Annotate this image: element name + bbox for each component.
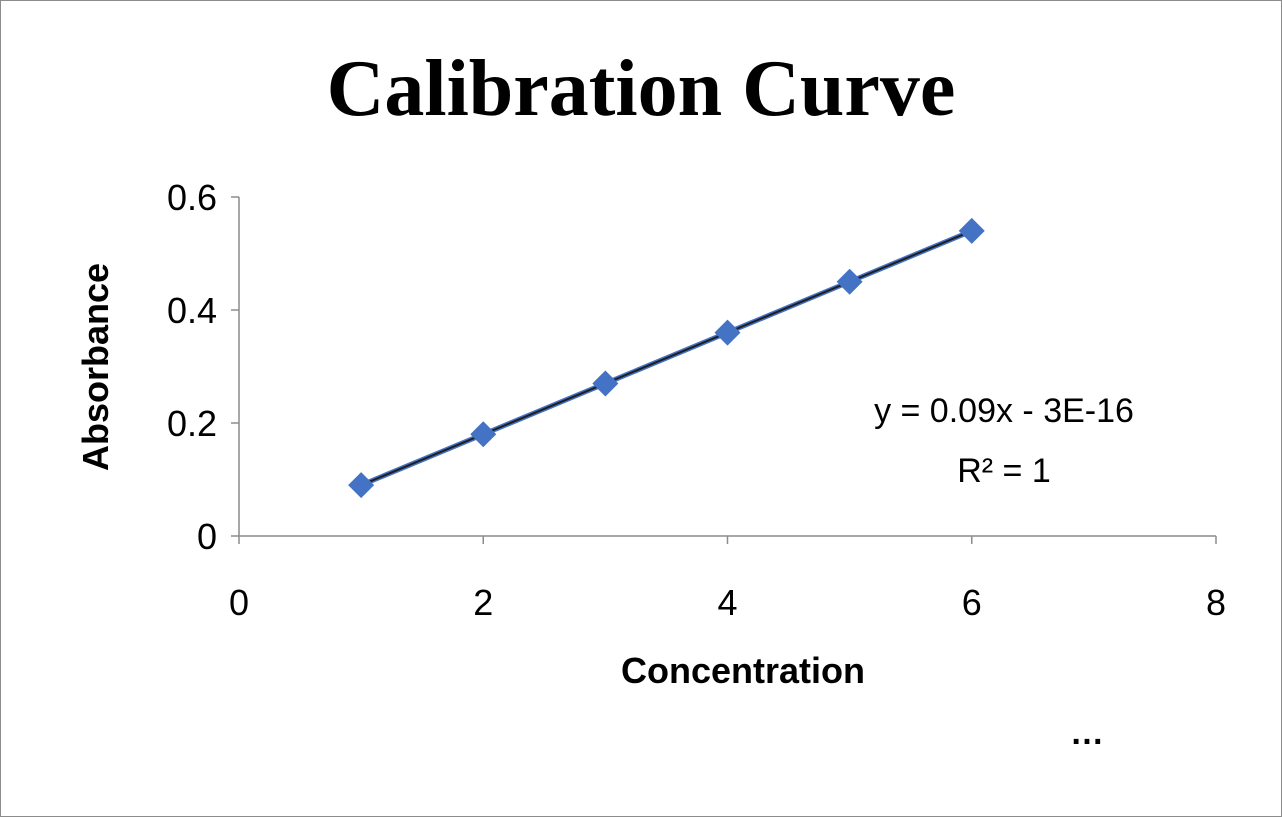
data-point-diamond <box>348 472 375 499</box>
ellipsis: … <box>1070 714 1104 752</box>
chart-title: Calibration Curve <box>327 45 956 133</box>
r-squared-label: R² = 1 <box>957 452 1051 490</box>
y-tick-label: 0.2 <box>167 403 217 444</box>
data-point-diamond <box>714 319 741 346</box>
axes: 0 0.2 0.4 0.6 0 2 4 6 8 <box>167 177 1226 623</box>
y-tick-label: 0 <box>197 516 217 557</box>
x-tick-label: 2 <box>473 582 493 623</box>
x-axis-label: Concentration <box>621 650 865 691</box>
x-tick-label: 4 <box>717 582 737 623</box>
data-points <box>348 217 985 499</box>
y-tick-label: 0.6 <box>167 177 217 218</box>
y-tick-label: 0.4 <box>167 290 217 331</box>
x-tick-label: 6 <box>962 582 982 623</box>
data-point-diamond <box>592 370 619 397</box>
data-point-diamond <box>470 421 497 448</box>
x-tick-label: 0 <box>229 582 249 623</box>
data-point-diamond <box>958 217 985 244</box>
trendline-group <box>360 228 973 488</box>
trendline-equation: y = 0.09x - 3E-16 <box>874 392 1134 430</box>
trendline <box>360 229 973 487</box>
y-axis-label: Absorbance <box>75 263 116 471</box>
data-point-diamond <box>836 268 863 295</box>
x-tick-label: 8 <box>1206 582 1226 623</box>
